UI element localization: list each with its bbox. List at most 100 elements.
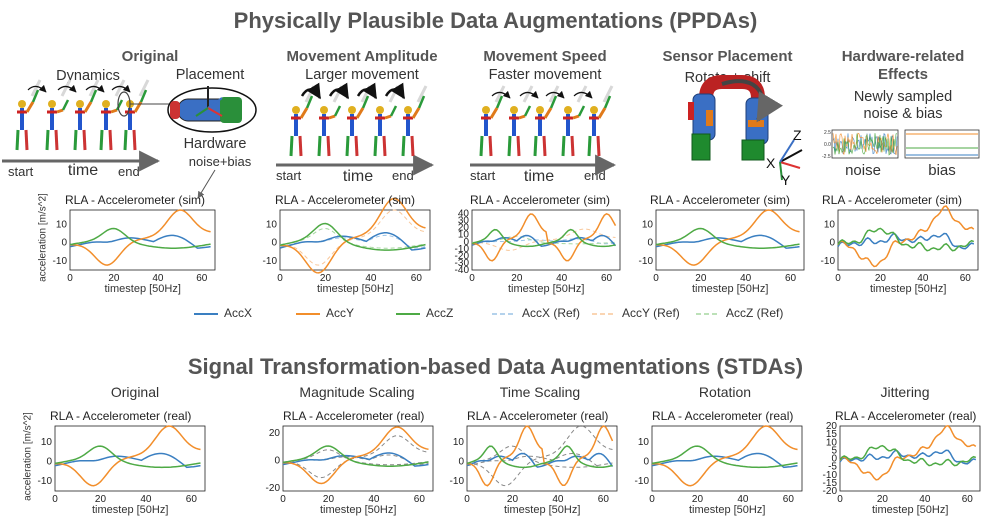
accz-series-line	[279, 222, 426, 251]
reference-series-line	[282, 435, 429, 479]
stick-figure	[533, 85, 560, 157]
ppda-illustrations: 2.5 0.0 -2.5	[2, 75, 980, 199]
x-axis-label: timestep [50Hz]	[872, 504, 949, 516]
accy-series-line	[55, 425, 201, 487]
noise-line	[832, 133, 898, 156]
reference-series-line	[282, 454, 429, 466]
plot-frame	[466, 425, 618, 492]
motion-arrow	[519, 90, 539, 99]
reference-series-line	[656, 209, 800, 266]
motion-arrow	[85, 84, 105, 93]
stda-title: Signal Transformation-based Data Augment…	[187, 354, 804, 379]
accz-series-line	[69, 227, 211, 249]
stda-col-title: Magnitude Scaling	[299, 384, 415, 400]
plot-title: RLA - Accelerometer (real)	[50, 409, 192, 423]
hardware-subtitle2: noise & bias	[863, 106, 943, 122]
legend: AccX AccY AccZ AccX (Ref) AccY (Ref) Acc…	[192, 304, 792, 329]
reference-series-line	[655, 227, 800, 249]
axis-line	[207, 97, 223, 109]
plot-frame	[471, 209, 621, 271]
y-tick-label: -10	[635, 476, 650, 487]
motion-arrow	[384, 82, 406, 100]
y-tick-label: 15	[826, 429, 838, 440]
y-tick-label: 0	[274, 456, 280, 467]
accx-series-line	[651, 452, 798, 469]
x-tick-label: 60	[785, 273, 797, 284]
noise-label: noise	[845, 162, 881, 179]
y-tick-label: -10	[639, 256, 654, 267]
plot-frame	[837, 209, 979, 271]
x-tick-label: 60	[601, 273, 613, 284]
reference-series-line	[466, 453, 613, 468]
x-tick-label: 0	[837, 494, 843, 505]
start-label: start	[276, 168, 302, 183]
y-tick-label: 0	[831, 454, 837, 465]
reference-series-line	[655, 234, 800, 249]
plot-frame	[282, 425, 434, 492]
motion-arrow	[27, 84, 47, 93]
accy-series-line	[839, 424, 977, 481]
plot-title: RLA - Accelerometer (sim)	[650, 193, 791, 207]
accx-series-line	[279, 232, 426, 251]
accy-series-line	[471, 212, 617, 262]
reference-series-line	[279, 234, 426, 249]
accz-series-line	[655, 227, 800, 249]
stick-figure	[373, 85, 400, 157]
accz-series-line	[471, 228, 616, 248]
x-tick-label: 0	[653, 273, 659, 284]
x-tick-label: 0	[52, 494, 58, 505]
time-label: time	[67, 162, 99, 179]
x-axis-label: timestep [50Hz]	[504, 504, 581, 516]
accz-series-line	[466, 445, 613, 469]
reference-series-line	[651, 453, 798, 468]
placement-label: Placement	[175, 67, 245, 83]
motion-arrow	[356, 82, 378, 100]
plot-frame	[655, 209, 805, 271]
motion-arrow	[328, 82, 350, 100]
y-tick-label: -10	[450, 476, 465, 487]
y-tick-label: 0	[463, 237, 469, 248]
reference-series-line	[651, 445, 798, 468]
legend-label: AccX	[224, 306, 253, 320]
x-tick-label: 0	[280, 494, 286, 505]
motion-arrow	[573, 90, 593, 99]
accy-series-line	[466, 425, 614, 487]
x-axis-label: timestep [50Hz]	[689, 504, 766, 516]
y-tick-label: -10	[38, 476, 53, 487]
amplitude-subtitle: Larger movement	[305, 67, 419, 83]
x-tick-label: 60	[598, 494, 610, 505]
svg-text:-2.5: -2.5	[822, 154, 831, 160]
y-tick-label: 0	[647, 238, 653, 249]
y-tick-label: 0	[271, 238, 277, 249]
y-tick-label: 10	[638, 437, 650, 448]
y-tick-label: -10	[455, 244, 470, 255]
y-axis-label: acceleration [m/s^2]	[37, 193, 49, 282]
stick-figure	[289, 85, 316, 157]
accx-series-line	[471, 234, 617, 247]
hardware-label: Hardware	[183, 136, 247, 152]
axis-x-label: X	[766, 155, 776, 171]
stda-col-title: Rotation	[698, 384, 752, 400]
accz-series-line	[282, 445, 429, 467]
stda-col-title: Original	[110, 384, 160, 400]
x-tick-label: 0	[67, 273, 73, 284]
y-tick-label: 30	[458, 216, 470, 227]
svg-text:0.0: 0.0	[824, 142, 831, 148]
x-tick-label: 60	[196, 273, 208, 284]
bias-label: bias	[928, 162, 956, 179]
stick-figure	[45, 79, 72, 151]
stick-figure	[507, 85, 534, 157]
dynamics-label: Dynamics	[56, 68, 120, 84]
y-tick-label: 10	[266, 220, 278, 231]
end-label: end	[118, 164, 140, 179]
accy-series-line	[656, 209, 800, 266]
motion-arrow	[300, 82, 322, 100]
noise-mini-plot: 2.5 0.0 -2.5	[822, 129, 899, 160]
noise-line	[832, 132, 898, 155]
reference-series-line	[280, 209, 426, 266]
y-tick-label: 10	[56, 220, 68, 231]
plot-frame	[69, 209, 216, 271]
axis-z-label: Z	[793, 127, 802, 143]
stick-figure	[15, 79, 42, 151]
reference-series-line	[282, 449, 429, 466]
